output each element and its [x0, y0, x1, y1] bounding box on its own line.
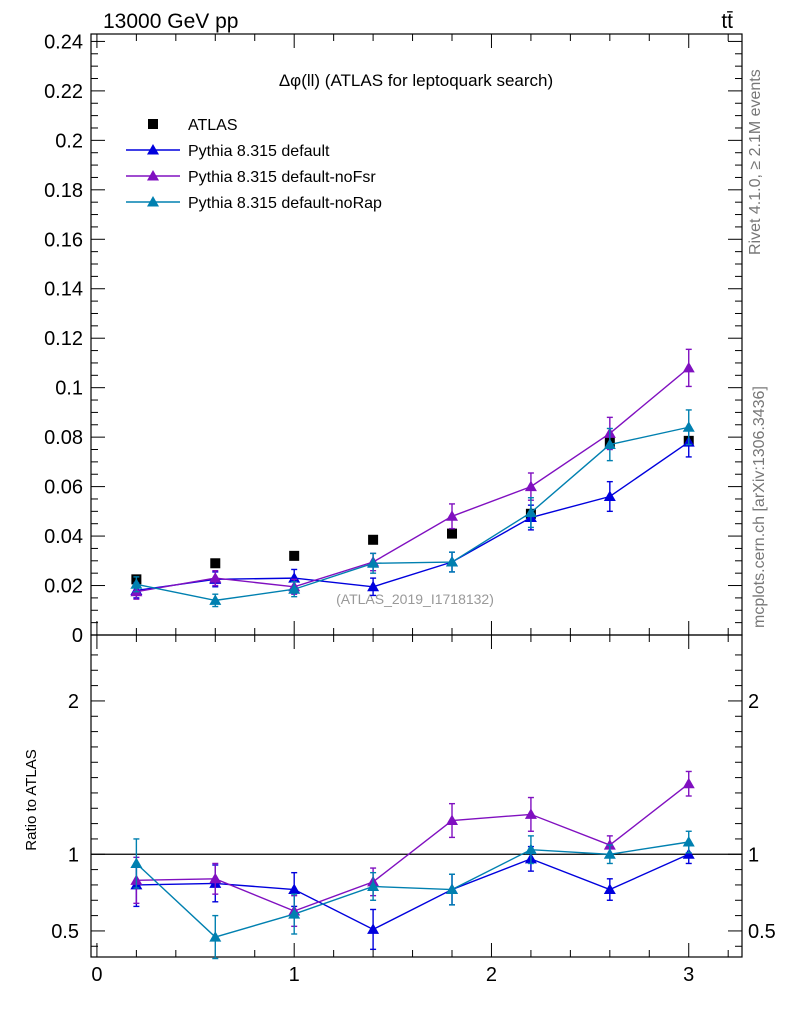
ratio-ytick-label-right: 2: [748, 691, 759, 713]
legend-nofsr-label: Pythia 8.315 default-noFsr: [188, 169, 376, 186]
main-ytick-label: 0.14: [44, 279, 83, 301]
ratio-xtick-label: 0: [91, 964, 102, 986]
data-point-noRap: [367, 557, 380, 568]
ratio-xtick-label: 3: [683, 964, 694, 986]
main-ytick-label: 0.04: [44, 526, 83, 548]
ratio-ytick-label-left: 2: [68, 691, 79, 713]
legend-marker-noFsr: [147, 170, 159, 181]
data-point-noRap: [524, 506, 537, 518]
ratio-point-noRap: [367, 880, 380, 891]
side-label-top: Rivet 4.1.0, ≥ 2.1M events: [747, 69, 764, 255]
data-point-noRap: [446, 556, 459, 567]
ratio-ytick-label-right: 0.5: [748, 921, 776, 943]
ratio-point-noFsr: [682, 777, 695, 789]
series-line-noRap: [136, 426, 689, 602]
header-right: tt̄: [721, 10, 733, 33]
data-point-default: [603, 490, 616, 501]
ratio-point-noRap: [524, 843, 537, 855]
ratio-point-default: [603, 883, 616, 895]
ratio-line-noFsr: [136, 783, 690, 912]
data-point-noRap: [130, 578, 143, 589]
data-point-noFsr: [446, 510, 459, 521]
ratio-point-noRap: [603, 848, 616, 859]
ratio-ytick-label-right: 1: [748, 844, 759, 866]
main-ytick-label: 0.06: [44, 477, 83, 499]
ratio-point-noFsr: [524, 808, 537, 819]
ratio-series-noRap: [130, 830, 695, 960]
main-ytick-label: 0.08: [44, 427, 83, 449]
legend-atlas-label: ATLAS: [188, 117, 238, 134]
main-ytick-label: 0.16: [44, 229, 83, 251]
data-point-noFsr: [209, 572, 222, 583]
ratio-line-noRap: [135, 841, 689, 938]
reference-label: (ATLAS_2019_I1718132): [336, 591, 494, 607]
data-point-noRap: [288, 583, 301, 594]
ratio-point-default: [288, 883, 301, 895]
data-point-atlas: [289, 550, 300, 561]
ratio-point-noRap: [209, 931, 222, 942]
main-ytick-label: 0: [72, 625, 83, 647]
data-point-noRap: [209, 594, 222, 605]
ratio-point-default: [682, 848, 695, 859]
ratio-point-noFsr: [209, 872, 222, 884]
main-plot: 0 0.02 0.04 0.06 0.08 0.1 0.12 0.14 0.16 0.18 0.2 0…: [44, 31, 743, 647]
data-point-atlas: [368, 534, 379, 545]
main-ytick-label: 0.12: [44, 328, 83, 350]
main-ytick-label: 0.24: [44, 31, 83, 53]
data-point-atlas: [210, 558, 221, 569]
ratio-point-noFsr: [603, 839, 616, 850]
ratio-point-noRap: [130, 857, 143, 868]
ratio-point-default: [367, 923, 380, 934]
main-ytick-label: 0.18: [44, 180, 83, 202]
data-point-noFsr: [682, 361, 695, 373]
legend-marker-default: [147, 144, 159, 155]
ratio-series-noFsr: [130, 770, 695, 928]
ratio-xtick-label: 1: [289, 964, 300, 986]
ratio-ytick-label-left: 1: [68, 844, 79, 866]
legend-default-label: Pythia 8.315 default: [188, 143, 330, 160]
ratio-ytick-label-left: 0.5: [51, 921, 79, 943]
main-ytick-label: 0.1: [55, 378, 83, 400]
ratio-xtick-label: 2: [486, 964, 497, 986]
ratio-point-noRap: [682, 836, 695, 847]
ratio-ylabel: Ratio to ATLAS: [23, 749, 40, 850]
ratio-point-noFsr: [446, 814, 459, 826]
main-ytick-label: 0.02: [44, 576, 83, 598]
data-point-noFsr: [524, 480, 537, 492]
series-line-noFsr: [136, 367, 690, 593]
data-point-noRap: [603, 438, 616, 450]
series-noRap: [130, 409, 695, 608]
side-label-bottom: mcplots.cern.ch [arXiv:1306.3436]: [751, 386, 768, 628]
data-point-default: [367, 580, 380, 592]
data-point-noRap: [682, 421, 695, 432]
ratio-plot: 0.5 0.5 1 1 2 2 0 1 2 3: [51, 634, 776, 986]
data-point-atlas: [447, 528, 458, 539]
header-left: 13000 GeV pp: [103, 10, 238, 33]
main-ytick-label: 0.2: [55, 130, 83, 152]
ratio-point-noRap: [288, 908, 301, 919]
legend-marker-atlas: [148, 119, 158, 129]
ratio-point-noRap: [446, 883, 459, 895]
main-ytick-label: 0.22: [44, 81, 83, 103]
legend-norap-label: Pythia 8.315 default-noRap: [188, 195, 382, 212]
main-chart-title: Δφ(ll) (ATLAS for leptoquark search): [279, 71, 553, 90]
ratio-plot-frame: [90, 634, 743, 958]
legend-marker-noRap: [147, 196, 159, 207]
